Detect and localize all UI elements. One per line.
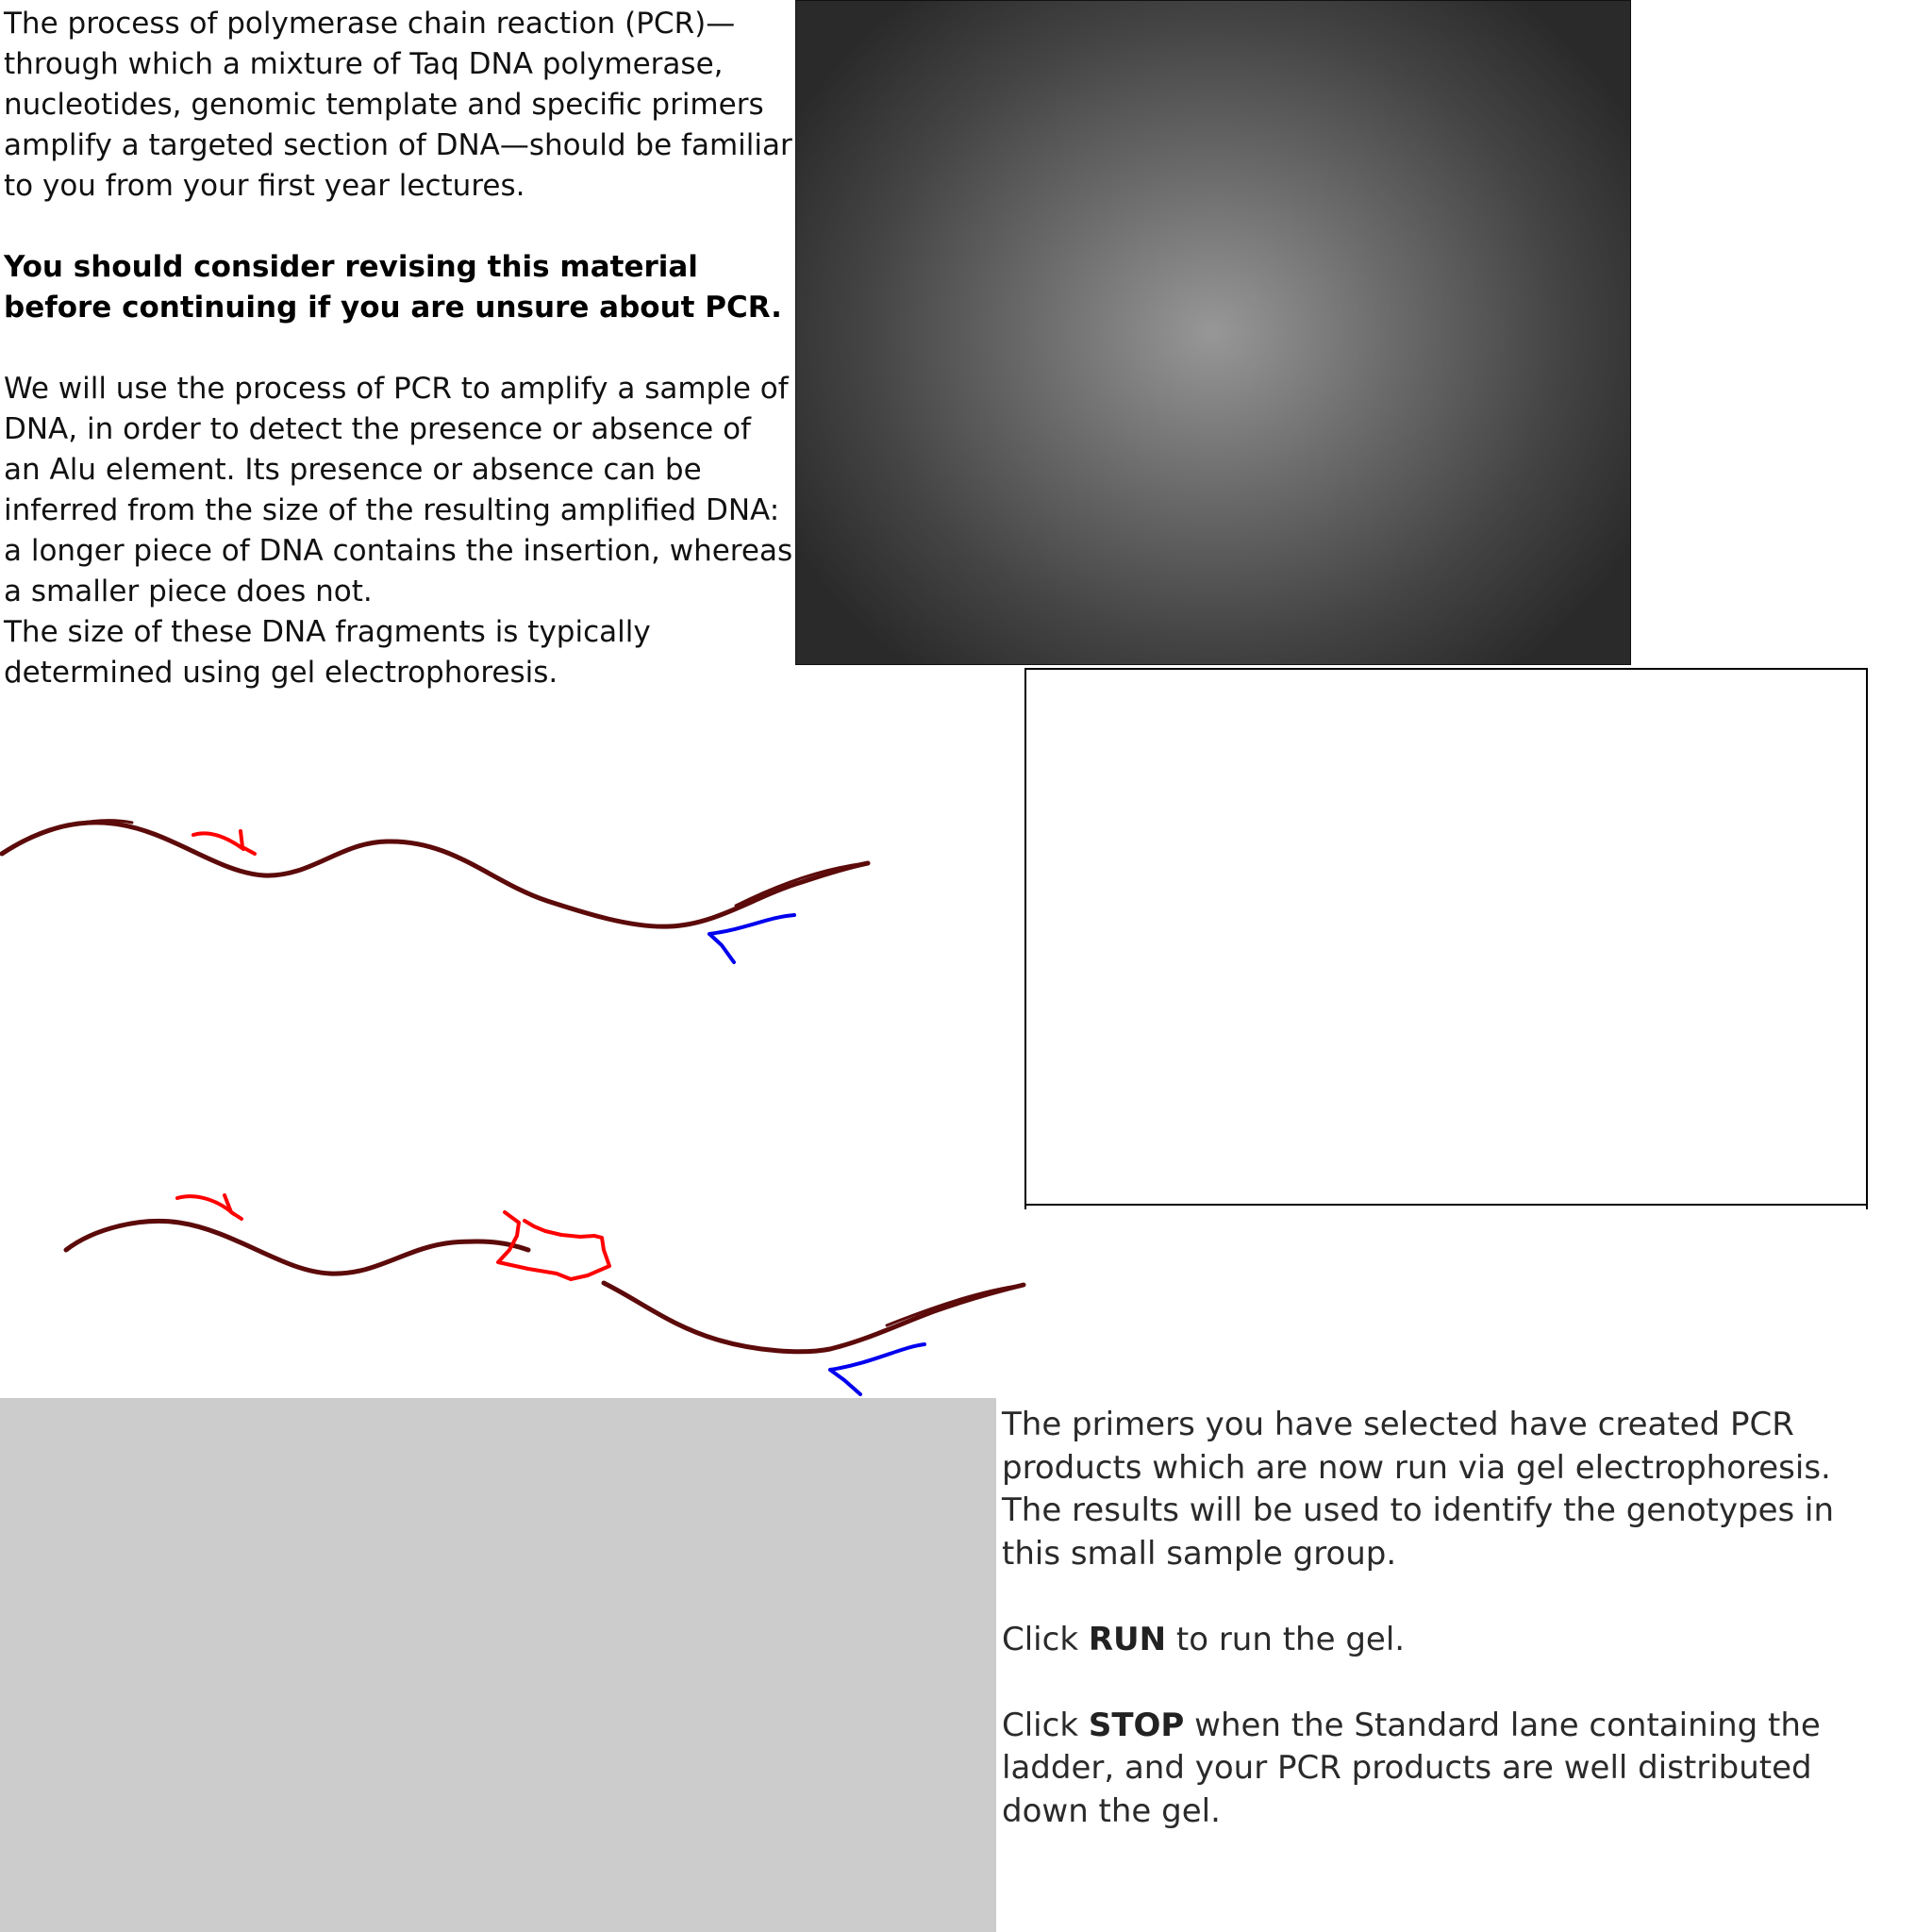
run-instruction: Click RUN to run the gel. xyxy=(1002,1619,1851,1662)
gel-results-panel xyxy=(1024,668,1868,1209)
gel-image xyxy=(795,0,1631,665)
reverse-primer-icon-2 xyxy=(828,1342,926,1396)
gel-apparatus-panel xyxy=(0,1398,996,1932)
reverse-primer-icon xyxy=(708,913,796,964)
forward-primer-icon-2 xyxy=(175,1193,243,1221)
stop-suffix: when the Standard lane containing the la… xyxy=(1002,1706,1821,1830)
dna-strand-bottom xyxy=(63,1218,1026,1355)
run-prefix: Click xyxy=(1002,1620,1089,1658)
intro-paragraph-3: We will use the process of PCR to amplif… xyxy=(4,372,793,608)
dna-with-insertion xyxy=(63,1193,1026,1396)
dna-strand-bottom-tail xyxy=(885,1283,1025,1327)
dna-diagrams xyxy=(0,819,1026,1396)
dna-without-insertion xyxy=(0,819,871,964)
stop-prefix: Click xyxy=(1002,1706,1089,1744)
intro-paragraph-1: The process of polymerase chain reaction… xyxy=(4,7,792,203)
stop-instruction: Click STOP when the Standard lane contai… xyxy=(1002,1705,1851,1834)
forward-primer-icon xyxy=(192,829,257,856)
revision-warning: You should consider revising this materi… xyxy=(4,250,782,325)
dna-strand-top xyxy=(0,820,871,929)
intro-text: The process of polymerase chain reaction… xyxy=(4,4,796,693)
run-label: RUN xyxy=(1088,1620,1167,1658)
dna-strand-top-tail xyxy=(0,819,868,908)
instructions-paragraph-1: The primers you have selected have creat… xyxy=(1002,1406,1835,1573)
intro-paragraph-4: The size of these DNA fragments is typic… xyxy=(4,615,651,690)
instructions-text: The primers you have selected have creat… xyxy=(1002,1404,1851,1833)
stop-label: STOP xyxy=(1088,1706,1185,1744)
run-suffix: to run the gel. xyxy=(1166,1620,1406,1658)
alu-insertion-icon xyxy=(496,1210,611,1281)
